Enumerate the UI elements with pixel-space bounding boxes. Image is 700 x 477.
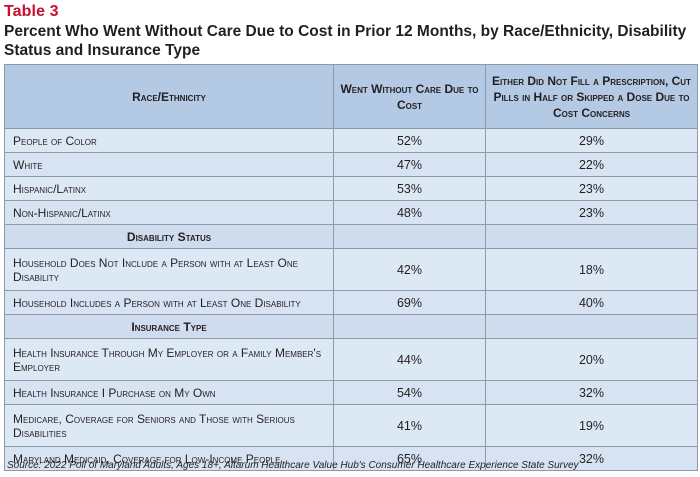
row-label: Health Insurance I Purchase on My Own (4, 380, 334, 405)
source-note: Source: 2022 Poll of Maryland Adults, Ag… (7, 460, 579, 471)
header-went-without-care: Went Without Care Due to Cost (333, 64, 486, 129)
went-without-value: 42% (333, 248, 486, 291)
table-row: Health Insurance I Purchase on My Own 54… (4, 380, 698, 405)
prescription-value: 18% (485, 248, 698, 291)
table-row: Health Insurance Through My Employer or … (4, 338, 698, 381)
section-empty-cell (485, 224, 698, 249)
section-empty-cell (485, 314, 698, 339)
prescription-value: 40% (485, 290, 698, 315)
went-without-value: 53% (333, 176, 486, 201)
prescription-value: 22% (485, 152, 698, 177)
section-heading-disability: Disability Status (4, 224, 334, 249)
section-row-disability: Disability Status (4, 224, 698, 249)
prescription-value: 20% (485, 338, 698, 381)
section-empty-cell (333, 224, 486, 249)
prescription-value: 32% (485, 380, 698, 405)
row-label: Health Insurance Through My Employer or … (4, 338, 334, 381)
table-row: Non-Hispanic/Latinx 48% 23% (4, 200, 698, 225)
went-without-value: 69% (333, 290, 486, 315)
row-label: Household Includes a Person with at Leas… (4, 290, 334, 315)
went-without-value: 41% (333, 404, 486, 447)
table-number: Table 3 (4, 3, 59, 20)
row-label: Non-Hispanic/Latinx (4, 200, 334, 225)
row-label: Hispanic/Latinx (4, 176, 334, 201)
row-label: White (4, 152, 334, 177)
section-row-insurance: Insurance Type (4, 314, 698, 339)
header-row: Race/Ethnicity Went Without Care Due to … (4, 64, 698, 129)
went-without-value: 47% (333, 152, 486, 177)
table-title: Percent Who Went Without Care Due to Cos… (4, 23, 687, 59)
row-label: Medicare, Coverage for Seniors and Those… (4, 404, 334, 447)
row-label: Maryland Medicaid, Coverage for Low-Inco… (4, 446, 334, 471)
table-row: Household Does Not Include a Person with… (4, 248, 698, 291)
section-empty-cell (333, 314, 486, 339)
data-table: Race/Ethnicity Went Without Care Due to … (4, 64, 698, 471)
table-row: Maryland Medicaid, Coverage for Low-Inco… (4, 446, 698, 471)
section-heading-insurance: Insurance Type (4, 314, 334, 339)
went-without-value: 54% (333, 380, 486, 405)
header-race-ethnicity: Race/Ethnicity (4, 64, 334, 129)
prescription-value: 19% (485, 404, 698, 447)
table-row: Medicare, Coverage for Seniors and Those… (4, 404, 698, 447)
table-row: White 47% 22% (4, 152, 698, 177)
row-label: Household Does Not Include a Person with… (4, 248, 334, 291)
row-label: People of Color (4, 128, 334, 153)
table-row: Household Includes a Person with at Leas… (4, 290, 698, 315)
prescription-value: 29% (485, 128, 698, 153)
table-row: People of Color 52% 29% (4, 128, 698, 153)
table-row: Hispanic/Latinx 53% 23% (4, 176, 698, 201)
went-without-value: 44% (333, 338, 486, 381)
went-without-value: 52% (333, 128, 486, 153)
prescription-value: 32% (485, 446, 698, 471)
header-prescription: Either Did Not Fill a Prescription, Cut … (485, 64, 698, 129)
went-without-value: 48% (333, 200, 486, 225)
prescription-value: 23% (485, 200, 698, 225)
prescription-value: 23% (485, 176, 698, 201)
